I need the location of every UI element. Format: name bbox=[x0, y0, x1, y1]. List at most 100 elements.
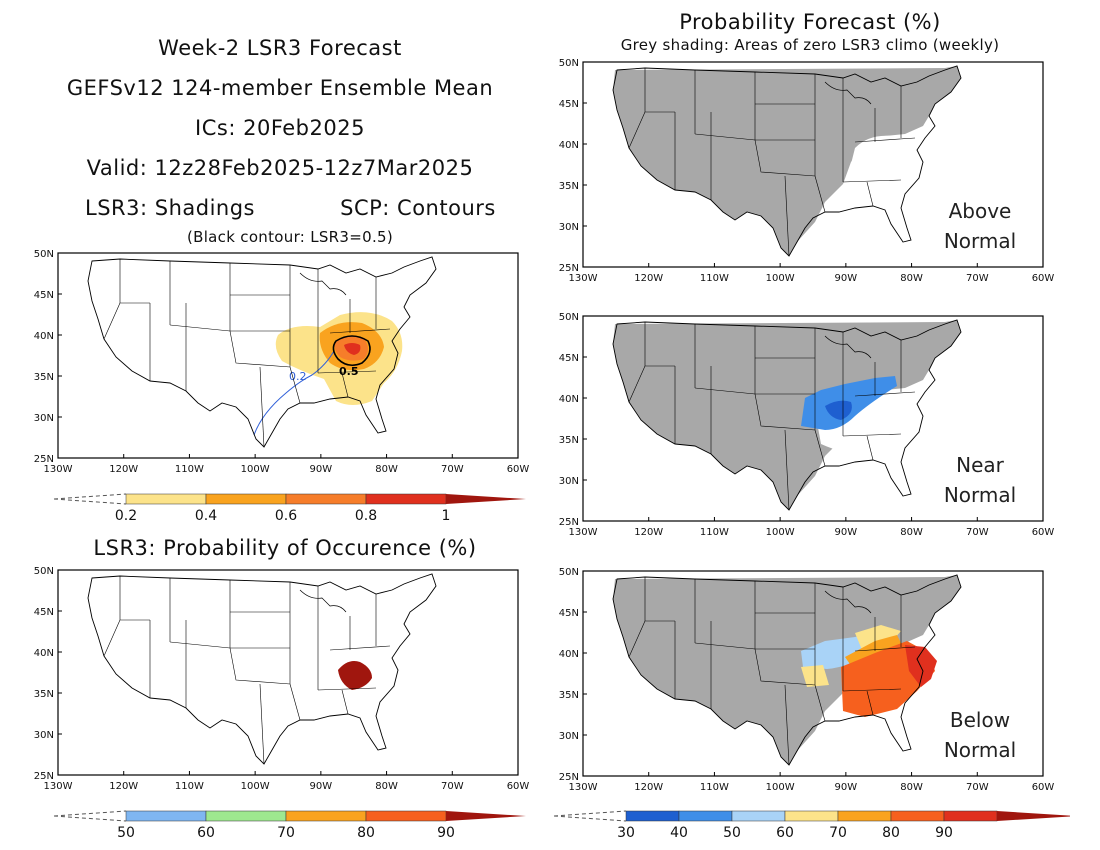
lon-label: 60W bbox=[1032, 782, 1055, 793]
header-valid: Valid: 12z28Feb2025-12z7Mar2025 bbox=[86, 156, 474, 180]
map-frame-group: 0.2 0.5 bbox=[57, 252, 519, 459]
occurrence-colorbar: 50 60 70 80 90 bbox=[53, 810, 526, 841]
lon-label: 120W bbox=[634, 527, 663, 538]
colorbar-label: 70 bbox=[829, 825, 847, 841]
lon-label: 60W bbox=[507, 781, 530, 792]
scp-contour-02 bbox=[253, 350, 335, 436]
lon-label: 110W bbox=[175, 781, 204, 792]
lat-label: 30N bbox=[34, 730, 54, 741]
lon-label: 60W bbox=[507, 464, 530, 475]
colorbar-high-arrow bbox=[446, 811, 526, 821]
lon-labels: 130W 120W 110W 100W 90W 80W 70W 60W bbox=[569, 517, 1054, 538]
colorbar-high-arrow bbox=[997, 811, 1070, 821]
state-boundary bbox=[784, 429, 790, 511]
lat-labels: 50N 45N 40N 35N 30N 25N bbox=[559, 567, 587, 783]
state-boundary bbox=[103, 619, 121, 657]
lon-label: 80W bbox=[375, 464, 398, 475]
state-boundary bbox=[814, 175, 826, 213]
header-contour-label: SCP: Contours bbox=[340, 196, 496, 220]
lon-label: 110W bbox=[700, 782, 729, 793]
header-contour-note: (Black contour: LSR3=0.5) bbox=[186, 228, 394, 246]
colorbar-label: 30 bbox=[617, 825, 635, 841]
lon-label: 90W bbox=[835, 527, 858, 538]
lat-label: 35N bbox=[34, 689, 54, 700]
state-boundary bbox=[229, 330, 291, 368]
lsr3-shading-08 bbox=[344, 343, 361, 355]
lon-label: 90W bbox=[310, 464, 333, 475]
state-boundary bbox=[842, 433, 902, 437]
lon-label: 70W bbox=[966, 782, 989, 793]
grey-climo-region bbox=[613, 575, 961, 765]
colorbar-low-arrow bbox=[53, 810, 127, 822]
colorbar-box bbox=[943, 810, 998, 822]
lat-labels: 50N 45N 40N 35N 30N 25N bbox=[559, 58, 587, 274]
colorbar-box bbox=[890, 810, 945, 822]
occurrence-map: 50N 45N 40N 35N 30N 25N 130W 120W 110W 100W 90W 80… bbox=[34, 566, 530, 792]
lat-label: 45N bbox=[34, 607, 54, 618]
lon-labels: 130W 120W 110W 100W 90W 80W 70W 60W bbox=[569, 263, 1054, 284]
colorbar-label: 50 bbox=[723, 825, 741, 841]
state-boundary bbox=[854, 137, 916, 143]
map-frame bbox=[57, 569, 519, 776]
us-coastline bbox=[87, 256, 437, 448]
grey-climo-area bbox=[613, 575, 961, 765]
lat-label: 25N bbox=[34, 771, 54, 782]
lat-label: 45N bbox=[559, 99, 579, 110]
probability-subtitle: Grey shading: Areas of zero LSR3 climo (… bbox=[620, 36, 1000, 54]
state-boundary bbox=[341, 372, 349, 398]
colorbar-low-arrow bbox=[53, 493, 127, 505]
lon-label: 80W bbox=[900, 527, 923, 538]
above-normal-zero-gap bbox=[851, 135, 910, 184]
great-lakes-outline bbox=[824, 335, 872, 359]
lon-label: 130W bbox=[569, 782, 598, 793]
colorbar-label: 40 bbox=[670, 825, 688, 841]
lat-label: 25N bbox=[559, 772, 579, 783]
state-boundary bbox=[814, 684, 826, 722]
state-boundary bbox=[628, 111, 646, 149]
colorbar-box bbox=[365, 493, 447, 505]
near-label-1: Near bbox=[956, 453, 1005, 477]
lat-label: 25N bbox=[34, 454, 54, 465]
header-title: Week-2 LSR3 Forecast bbox=[158, 36, 402, 60]
below-normal-map: Below Normal 50N 45N 40N 35N 30N 25N 130W 120W… bbox=[559, 567, 1055, 793]
near-label-2: Normal bbox=[944, 483, 1016, 507]
colorbar-label: 0.6 bbox=[275, 508, 297, 524]
probability-colorbar: 30 40 50 60 70 80 90 bbox=[553, 810, 1070, 841]
state-boundary bbox=[329, 328, 391, 334]
state-boundary bbox=[694, 133, 756, 141]
state-boundary bbox=[289, 683, 301, 721]
state-boundary bbox=[754, 648, 816, 686]
state-boundary bbox=[329, 645, 391, 651]
us-coastline bbox=[612, 65, 962, 257]
lat-label: 50N bbox=[559, 567, 579, 578]
lon-label: 100W bbox=[241, 464, 270, 475]
colorbar-label: 60 bbox=[776, 825, 794, 841]
lat-label: 45N bbox=[559, 353, 579, 364]
us-outline bbox=[612, 65, 962, 257]
lon-label: 80W bbox=[900, 273, 923, 284]
lsr3-colorbar: 0.2 0.4 0.6 0.8 1 bbox=[53, 493, 526, 524]
lon-label: 90W bbox=[310, 781, 333, 792]
colorbar-label: 60 bbox=[197, 825, 215, 841]
colorbar-label: 0.2 bbox=[115, 508, 137, 524]
lat-labels: 50N 45N 40N 35N 30N 25N bbox=[34, 249, 62, 465]
state-boundary bbox=[854, 646, 916, 652]
grey-climo-region bbox=[613, 320, 961, 510]
lat-label: 35N bbox=[559, 181, 579, 192]
state-boundary bbox=[866, 181, 874, 207]
colorbar-box bbox=[205, 493, 287, 505]
lon-label: 100W bbox=[766, 782, 795, 793]
lon-label: 130W bbox=[569, 527, 598, 538]
colorbar-label: 0.8 bbox=[355, 508, 377, 524]
probability-title: Probability Forecast (%) bbox=[679, 10, 941, 34]
lon-label: 100W bbox=[241, 781, 270, 792]
occurrence-shading-90 bbox=[338, 661, 372, 690]
below-label-2: Normal bbox=[944, 738, 1016, 762]
us-outline bbox=[612, 319, 962, 511]
lat-label: 40N bbox=[34, 331, 54, 342]
lat-label: 35N bbox=[34, 372, 54, 383]
us-outline bbox=[87, 256, 437, 448]
lon-label: 120W bbox=[634, 782, 663, 793]
state-boundary bbox=[169, 641, 231, 649]
